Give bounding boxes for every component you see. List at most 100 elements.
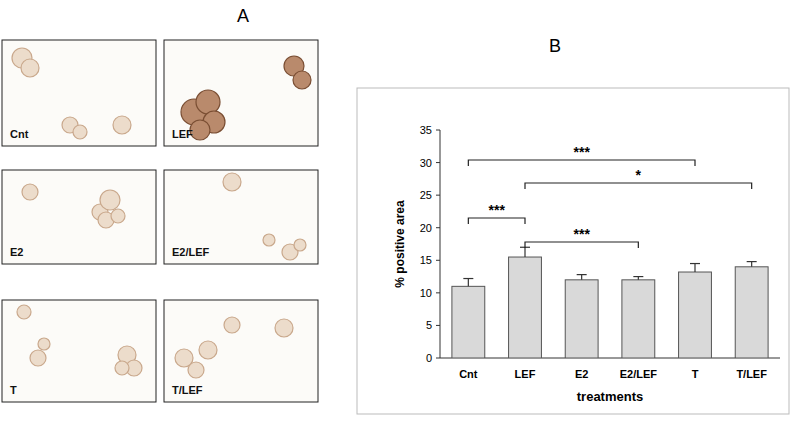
cell — [293, 71, 311, 89]
error-cap — [633, 276, 643, 277]
bracket-line — [525, 183, 752, 189]
y-tick — [436, 325, 440, 326]
bracket-line — [468, 218, 525, 224]
micrograph: T — [2, 300, 156, 402]
significance-bracket: *** — [468, 144, 695, 166]
error-cap — [463, 278, 473, 279]
cell — [73, 125, 87, 139]
error-bar — [520, 247, 530, 257]
image-label: LEF — [172, 128, 193, 140]
significance-label: * — [636, 167, 642, 183]
error-cap — [747, 261, 757, 262]
cell — [111, 209, 125, 223]
chart-frame — [357, 88, 789, 414]
panel-label: A — [237, 6, 249, 26]
image-label: E2/LEF — [172, 246, 210, 258]
bar — [565, 280, 598, 358]
error-bar — [577, 275, 587, 280]
error-stem — [468, 279, 469, 287]
cell — [294, 239, 306, 251]
cell — [38, 338, 50, 350]
bar — [622, 280, 655, 358]
cell — [21, 59, 39, 77]
cell — [223, 173, 241, 191]
error-bar — [633, 277, 643, 280]
cell — [263, 234, 275, 246]
y-tick-label: 30 — [420, 157, 432, 169]
micrograph: E2 — [2, 170, 156, 264]
y-axis — [440, 130, 441, 358]
significance-bracket: *** — [525, 226, 638, 248]
x-axis — [440, 358, 780, 359]
image-frame — [2, 300, 156, 402]
error-bar — [747, 262, 757, 267]
error-cap — [577, 274, 587, 275]
x-tick-label: T/LEF — [736, 368, 767, 380]
image-frame — [2, 170, 156, 264]
bar — [735, 267, 768, 358]
x-tick-label: E2/LEF — [620, 368, 658, 380]
significance-label: *** — [488, 202, 505, 218]
bar — [679, 272, 712, 358]
image-frame — [164, 40, 318, 146]
y-tick — [436, 195, 440, 196]
y-tick — [436, 292, 440, 293]
error-stem — [694, 264, 695, 272]
y-tick-label: 0 — [426, 352, 432, 364]
y-tick-label: 25 — [420, 189, 432, 201]
y-tick-label: 5 — [426, 319, 432, 331]
error-bar — [690, 264, 700, 272]
significance-label: *** — [573, 144, 590, 160]
micrograph: T/LEF — [164, 300, 318, 402]
cell — [188, 362, 204, 378]
x-tick-label: Cnt — [459, 368, 478, 380]
cell — [190, 120, 210, 140]
x-tick-label: T — [692, 368, 699, 380]
micrograph: LEF — [164, 40, 318, 146]
image-frame — [164, 170, 318, 264]
image-label: Cnt — [10, 128, 29, 140]
y-tick — [436, 130, 440, 131]
error-stem — [581, 275, 582, 280]
cell — [30, 350, 46, 366]
y-axis-label: % positive area — [393, 200, 407, 288]
cell — [224, 317, 240, 333]
image-label: E2 — [10, 246, 23, 258]
y-tick — [436, 162, 440, 163]
error-stem — [524, 247, 525, 257]
y-tick — [436, 358, 440, 359]
cell — [275, 319, 293, 337]
image-frame — [164, 300, 318, 402]
y-tick-label: 20 — [420, 222, 432, 234]
error-stem — [751, 262, 752, 267]
x-tick-label: LEF — [515, 368, 536, 380]
bars — [452, 247, 768, 358]
figure: ACntLEFE2E2/LEFTT/LEFB05101520253035% po… — [0, 0, 800, 429]
cell — [196, 90, 220, 114]
image-frame — [2, 40, 156, 146]
significance-label: *** — [573, 226, 590, 242]
micrograph: Cnt — [2, 40, 156, 146]
panel-label: B — [549, 36, 561, 56]
x-axis-label: treatments — [577, 389, 643, 404]
significance-bracket: * — [525, 167, 752, 189]
bracket-line — [468, 160, 695, 166]
x-tick-label: E2 — [575, 368, 588, 380]
y-tick-label: 10 — [420, 287, 432, 299]
cell — [199, 341, 217, 359]
cell — [17, 305, 31, 319]
image-label: T/LEF — [172, 384, 203, 396]
significance-bracket: *** — [468, 202, 525, 224]
y-tick — [436, 227, 440, 228]
bar — [509, 257, 542, 358]
cell — [100, 190, 120, 210]
y-tick-label: 15 — [420, 254, 432, 266]
cell — [113, 116, 131, 134]
error-cap — [690, 263, 700, 264]
micrograph: E2/LEF — [164, 170, 318, 264]
error-bar — [463, 279, 473, 287]
cell — [115, 361, 129, 375]
y-tick — [436, 260, 440, 261]
cell — [22, 184, 38, 200]
image-label: T — [10, 384, 17, 396]
